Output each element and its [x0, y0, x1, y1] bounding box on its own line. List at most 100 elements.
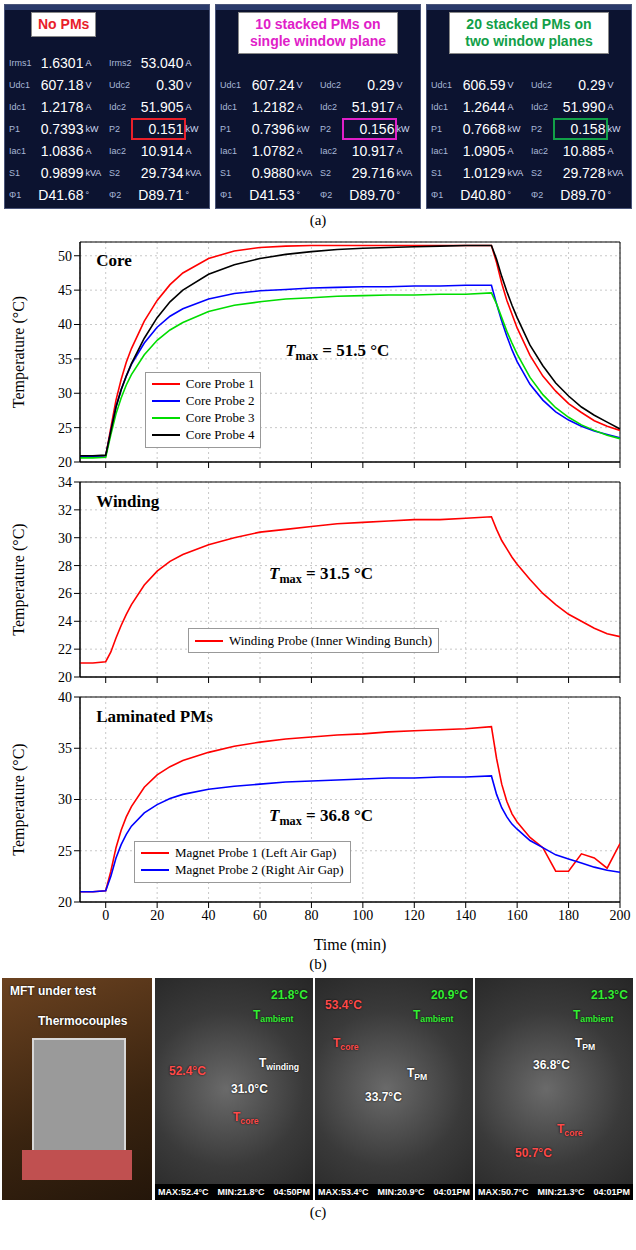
html-text:Tcore: Tcore — [557, 1122, 583, 1139]
html-text:TPM: TPM — [575, 1036, 596, 1053]
svg-text:22: 22 — [58, 642, 72, 657]
html-text:(c): (c) — [309, 1204, 327, 1220]
svg-text:20: 20 — [150, 908, 164, 923]
svg-text:140: 140 — [455, 908, 476, 923]
svg-text:45: 45 — [58, 283, 72, 298]
svg-text:180: 180 — [558, 908, 579, 923]
svg-text:40: 40 — [58, 317, 72, 332]
html-text:D41.68°: D41.68° — [38, 187, 90, 203]
html-text:0.29V: 0.29V — [367, 77, 403, 93]
svg-text:20: 20 — [58, 895, 72, 910]
html-text:Twinding: Twinding — [259, 1056, 299, 1073]
html-text:Core Probe 1: Core Probe 1 — [185, 376, 255, 392]
svg-text:30: 30 — [58, 531, 72, 546]
html-text:0.29V: 0.29V — [578, 77, 614, 93]
html-text:Tmax= 36.8 °C: Tmax= 36.8 °C — [269, 805, 374, 828]
svg-text:25: 25 — [58, 421, 72, 436]
html-text:TPM: TPM — [407, 1066, 428, 1083]
html-text:51.917A: 51.917A — [351, 99, 403, 115]
svg-text:35: 35 — [58, 352, 72, 367]
svg-text:30: 30 — [58, 792, 72, 807]
html-text:(a): (a) — [309, 212, 327, 228]
html-text:Core: Core — [96, 250, 132, 270]
svg-text:60: 60 — [253, 908, 267, 923]
html-text:No PMs: No PMs — [38, 16, 90, 32]
html-text:Winding Probe (Inner Winding B: Winding Probe (Inner Winding Bunch) — [229, 632, 433, 648]
svg-text:Temperature (°C): Temperature (°C) — [10, 296, 28, 408]
html-text:D89.71°: D89.71° — [138, 187, 190, 203]
svg-text:80: 80 — [304, 908, 318, 923]
svg-text:30: 30 — [58, 386, 72, 401]
html-text:0.158kW: 0.158kW — [570, 121, 621, 137]
svg-text:50: 50 — [58, 249, 72, 264]
html-text:0.30V: 0.30V — [156, 77, 192, 93]
html-text:1.2178A: 1.2178A — [40, 99, 92, 115]
svg-text:Temperature (°C): Temperature (°C) — [10, 523, 28, 635]
svg-text:20: 20 — [58, 670, 72, 685]
html-text:Tambient: Tambient — [253, 1008, 294, 1025]
svg-text:40: 40 — [58, 690, 72, 705]
html-text:(b): (b) — [309, 956, 327, 972]
html-text:D89.70°: D89.70° — [349, 187, 401, 203]
html-text:Winding: Winding — [96, 491, 160, 511]
html-text:0.7668kW: 0.7668kW — [462, 121, 521, 137]
svg-text:Time (min): Time (min) — [314, 936, 387, 954]
html-text:Tmax= 31.5 °C: Tmax= 31.5 °C — [269, 563, 374, 587]
html-text:Core Probe 4: Core Probe 4 — [185, 427, 255, 443]
html-text:1.0836A: 1.0836A — [40, 143, 92, 159]
svg-text:26: 26 — [58, 586, 72, 601]
svg-text:200: 200 — [610, 908, 631, 923]
html-text:607.24V: 607.24V — [251, 77, 303, 93]
html-text:51.905A: 51.905A — [140, 99, 192, 115]
svg-text:160: 160 — [507, 908, 528, 923]
html-text:10.917A: 10.917A — [351, 143, 403, 159]
svg-text:40: 40 — [202, 908, 216, 923]
html-text:29.716kVA: 29.716kVA — [351, 165, 413, 181]
html-text:20 stacked PMs on two window p: 20 stacked PMs on two window planes — [465, 16, 593, 49]
svg-text:25: 25 — [58, 844, 72, 859]
html-text:Core Probe 3: Core Probe 3 — [185, 410, 255, 426]
html-text:Tcore: Tcore — [233, 1110, 259, 1127]
html-text:Tambient: Tambient — [573, 1008, 614, 1025]
html-text:29.734kVA: 29.734kVA — [140, 165, 202, 181]
html-text:D40.80°: D40.80° — [460, 187, 512, 203]
svg-text:Temperature (°C): Temperature (°C) — [10, 743, 28, 855]
svg-text:20: 20 — [58, 455, 72, 470]
html-text:1.0782A: 1.0782A — [251, 143, 303, 159]
html-text:Tmax= 51.5 °C: Tmax= 51.5 °C — [285, 341, 390, 364]
svg-text:35: 35 — [58, 741, 72, 756]
svg-text:28: 28 — [58, 559, 72, 574]
html-text:Tcore: Tcore — [333, 1036, 359, 1053]
html-text:Tambient: Tambient — [413, 1008, 454, 1025]
svg-text:100: 100 — [352, 908, 373, 923]
html-text:0.7396kW: 0.7396kW — [251, 121, 310, 137]
html-text:606.59V: 606.59V — [462, 77, 514, 93]
html-text:0.156kW: 0.156kW — [359, 121, 410, 137]
svg-text:0: 0 — [102, 908, 109, 923]
html-text:1.2644A: 1.2644A — [462, 99, 514, 115]
html-text:607.18V: 607.18V — [40, 77, 92, 93]
html-text:1.2182A: 1.2182A — [251, 99, 303, 115]
html-text:53.040A: 53.040A — [140, 55, 192, 71]
html-text:Laminated PMs: Laminated PMs — [96, 707, 213, 727]
html-text:0.151kW: 0.151kW — [148, 121, 199, 137]
html-text:1.0129kVA: 1.0129kVA — [462, 165, 524, 181]
html-text:Core Probe 2: Core Probe 2 — [185, 393, 255, 409]
html-text:0.9880kVA: 0.9880kVA — [251, 165, 313, 181]
html-text:0.7393kW: 0.7393kW — [40, 121, 99, 137]
html-text:10.885A: 10.885A — [562, 143, 614, 159]
svg-text:32: 32 — [58, 503, 72, 518]
html-text:1.0905A: 1.0905A — [462, 143, 514, 159]
html-text:Magnet Probe 1 (Left Air Gap): Magnet Probe 1 (Left Air Gap) — [175, 845, 337, 860]
html-text:10.914A: 10.914A — [140, 143, 192, 159]
html-text:51.990A: 51.990A — [562, 99, 614, 115]
html-text:0.9899kVA: 0.9899kVA — [40, 165, 102, 181]
svg-text:120: 120 — [404, 908, 425, 923]
html-text:10 stacked PMs on single windo: 10 stacked PMs on single window plane — [249, 16, 387, 49]
svg-text:24: 24 — [58, 614, 72, 629]
html-text:D89.70°: D89.70° — [560, 187, 612, 203]
html-text:1.6301A: 1.6301A — [40, 55, 92, 71]
html-text:D41.53°: D41.53° — [249, 187, 301, 203]
svg-text:34: 34 — [58, 475, 72, 490]
html-text:29.728kVA: 29.728kVA — [562, 165, 624, 181]
